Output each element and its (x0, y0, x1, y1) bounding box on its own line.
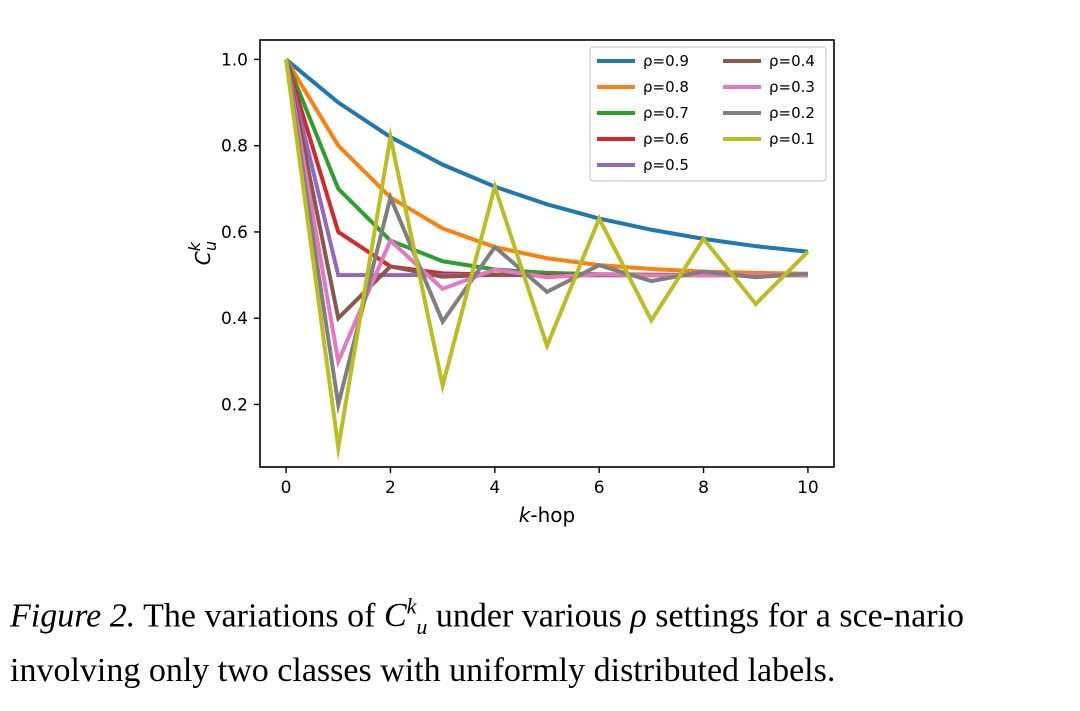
legend-label-0: ρ=0.9 (643, 52, 689, 70)
caption-figure-label: Figure 2. (10, 597, 136, 635)
legend-label-7: ρ=0.2 (769, 104, 815, 122)
y-tick-label-4: 1.0 (221, 50, 248, 70)
y-tick-label-3: 0.8 (221, 137, 248, 157)
x-tick-label-0: 0 (281, 478, 292, 498)
caption-math-sub: u (416, 614, 428, 640)
x-tick-label-3: 6 (594, 478, 605, 498)
legend-items: ρ=0.9 ρ=0.8 ρ=0.7 ρ=0.6 ρ=0.5 ρ=0.4 ρ=0.3 ρ=0.2… (597, 52, 815, 174)
caption-math-rho: ρ (630, 597, 647, 635)
caption-text-2: under various (427, 597, 631, 635)
legend-label-5: ρ=0.4 (769, 52, 815, 70)
y-tick-label-1: 0.4 (221, 309, 248, 329)
legend-label-4: ρ=0.5 (643, 156, 689, 174)
legend-frame (589, 46, 827, 182)
legend-label-2: ρ=0.7 (643, 104, 689, 122)
svg-text:Cku: Cku (185, 241, 220, 265)
caption-math-sup: k (406, 594, 417, 619)
y-axis-label: Cku (185, 241, 220, 265)
caption-math-base: C (383, 597, 407, 635)
x-tick-label-5: 10 (797, 478, 819, 498)
legend: ρ=0.9 ρ=0.8 ρ=0.7 ρ=0.6 ρ=0.5 ρ=0.4 ρ=0.3 ρ=0.2… (589, 46, 827, 182)
caption-text-3: settings for a sce-nario involving only … (10, 597, 964, 690)
y-axis-label-sup: k (185, 241, 204, 251)
y-axis-label-base: C (191, 251, 215, 265)
x-tick-label-4: 8 (698, 478, 709, 498)
y-axis-label-sub: u (201, 241, 220, 251)
x-tick-label-2: 4 (489, 478, 500, 498)
x-axis-label: k-hop (519, 503, 575, 527)
series-line-8 (284, 59, 810, 461)
y-tick-label-2: 0.6 (221, 223, 248, 243)
legend-label-3: ρ=0.6 (643, 130, 689, 148)
legend-label-6: ρ=0.3 (769, 78, 815, 96)
line-chart: 0 2 4 6 8 100.20.40.60.81.0 k-hop Cku ρ=0.9ρ=… (185, 39, 835, 527)
ticks-layer: 0 2 4 6 8 10 0.2 0.4 0.6 0.8 1.0 (221, 50, 819, 498)
figure-caption: Figure 2. The variations of Cku under va… (10, 585, 1072, 693)
legend-label-1: ρ=0.8 (643, 78, 689, 96)
legend-label-8: ρ=0.1 (769, 130, 815, 148)
series-line-0 (284, 57, 809, 254)
series-line-7 (284, 59, 809, 415)
y-tick-label-0: 0.2 (221, 395, 248, 415)
plot-frame (259, 39, 835, 468)
x-tick-label-1: 2 (385, 478, 396, 498)
caption-math-c: Cku (383, 594, 427, 639)
series-layer (284, 57, 810, 461)
caption-text-1: The variations of (135, 597, 384, 635)
